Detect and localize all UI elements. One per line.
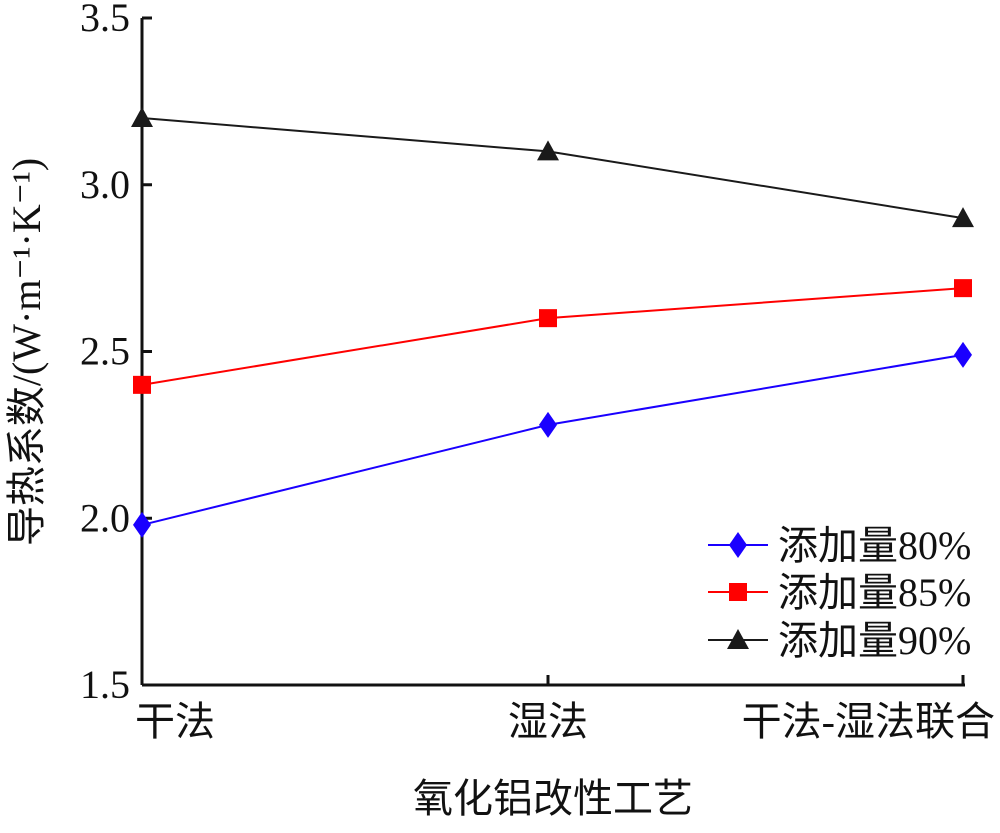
legend-marker [727,629,749,649]
legend-label: 添加量80% [778,523,971,568]
y-tick-label: 1.5 [80,662,130,707]
x-ticks: 干法 湿法 干法-湿法联合 [135,675,995,744]
data-point [539,309,557,328]
y-axis-title: 导热系数/(W·m⁻¹·K⁻¹) [4,158,49,546]
y-tick-label: 3.0 [80,162,130,207]
legend: 添加量80%添加量85%添加量90% [708,523,971,663]
x-tick-label: 干法 [135,699,215,744]
y-ticks: 1.5 2.0 2.5 3.0 3.5 [80,0,152,707]
data-point [133,511,151,538]
x-tick-label: 湿法 [508,699,588,744]
series-line [141,353,964,526]
y-tick-label: 2.0 [80,495,130,540]
legend-item: 添加量85% [708,570,971,615]
series-line [141,117,964,220]
legend-item: 添加量90% [708,618,971,663]
legend-label: 添加量90% [778,618,971,663]
x-axis-title: 氧化铝改性工艺 [413,776,693,821]
series-line [141,287,964,386]
series-square [133,279,972,394]
series-diamond [133,341,972,538]
data-point [537,140,559,161]
legend-marker [729,532,747,558]
series-triangle [131,107,974,228]
y-tick-label: 3.5 [80,0,130,40]
data-point [952,207,974,228]
x-tick-label: 干法-湿法联合 [742,699,995,744]
legend-label: 添加量85% [778,570,971,615]
legend-marker [729,583,747,601]
data-point [954,279,972,298]
data-point [539,411,557,438]
data-point [133,375,151,394]
legend-item: 添加量80% [708,523,971,568]
data-point [131,107,153,128]
data-point [954,341,972,368]
series-group [131,107,974,538]
y-tick-label: 2.5 [80,329,130,374]
